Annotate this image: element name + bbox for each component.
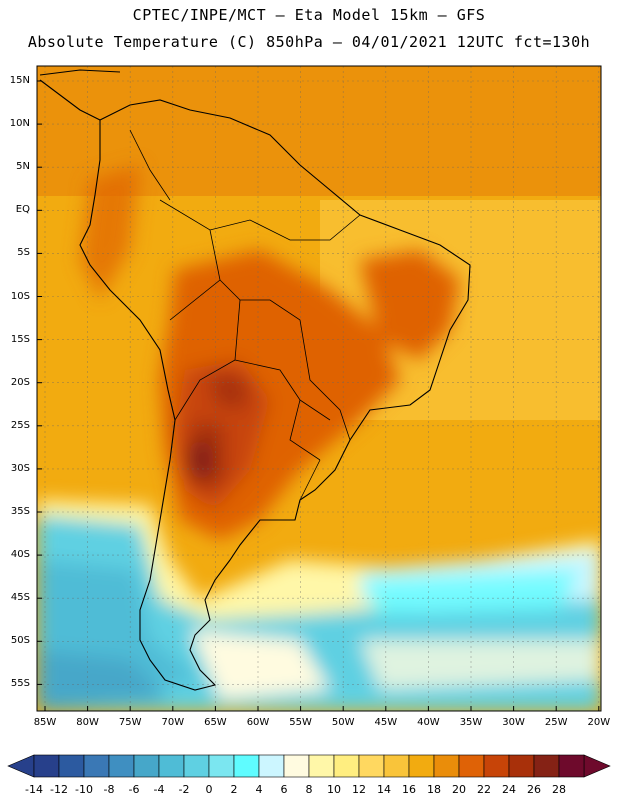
plot-frame [36, 65, 602, 712]
map-title-line-1: CPTEC/INPE/MCT – Eta Model 15km – GFS [132, 6, 486, 24]
colorbar-swatch [508, 754, 535, 778]
field-hot-core [80, 165, 460, 540]
colorbar-swatch [283, 754, 310, 778]
colorbar-label: 16 [402, 783, 416, 796]
colorbar-label: 24 [502, 783, 516, 796]
central-america-coastline [39, 79, 101, 121]
colorbar [7, 754, 611, 778]
lon-label: 35W [459, 717, 483, 728]
south-america-coastline [79, 99, 471, 691]
lon-label: 65W [204, 717, 227, 728]
colorbar-label: 20 [452, 783, 466, 796]
coastline [39, 69, 471, 691]
colorbar-swatch [83, 754, 110, 778]
colorbar-swatch [183, 754, 210, 778]
colorbar-swatch [533, 754, 560, 778]
colorbar-swatch [258, 754, 285, 778]
colorbar-label: 8 [305, 783, 313, 796]
country-borders [129, 129, 361, 501]
colorbar-label: -2 [178, 783, 190, 796]
lon-label: 60W [246, 717, 270, 728]
lat-label: 15N [9, 75, 30, 86]
lat-label: 5S [17, 247, 30, 259]
lon-label: 80W [76, 717, 99, 728]
field-south-cool [37, 500, 601, 711]
lat-label: 30S [10, 462, 30, 474]
colorbar-label: -4 [153, 783, 165, 796]
graticule-grid [37, 66, 601, 711]
lat-label: 35S [10, 506, 30, 517]
colorbar-swatch [358, 754, 385, 778]
colorbar-label: -14 [25, 783, 43, 796]
lon-label: 85W [33, 717, 57, 728]
colorbar-swatch [108, 754, 135, 778]
colorbar-label: -12 [50, 783, 68, 796]
colorbar-label: 14 [377, 783, 391, 796]
lon-label: 20W [587, 717, 611, 728]
colorbar-label: 22 [477, 783, 491, 796]
colorbar-label: -6 [128, 783, 140, 796]
lon-label: 50W [331, 717, 355, 728]
colorbar-swatch [58, 754, 85, 778]
lat-label: 55S [10, 678, 30, 690]
colorbar-label: 26 [527, 783, 541, 796]
colorbar-swatch [558, 754, 585, 778]
lon-label: 40W [417, 717, 440, 728]
colorbar-swatch [408, 754, 435, 778]
colorbar-label: 18 [427, 783, 441, 796]
colorbar-label: 28 [552, 783, 566, 796]
colorbar-label: 0 [205, 783, 213, 796]
colorbar-swatch [208, 754, 235, 778]
lat-label: 5N [16, 161, 30, 173]
lat-label: 15S [10, 333, 30, 345]
colorbar-swatch [233, 754, 260, 778]
lat-label: 50S [10, 635, 30, 647]
colorbar-swatch [458, 754, 485, 778]
lon-label: 30W [502, 717, 525, 728]
lat-label: 40S [10, 549, 30, 561]
lon-label: 75W [118, 717, 142, 728]
colorbar-label: 2 [230, 783, 238, 796]
colorbar-label: 12 [352, 783, 366, 796]
map-title-line-2: Absolute Temperature (C) 850hPa – 04/01/… [27, 33, 591, 51]
colorbar-label: 4 [255, 783, 263, 796]
lat-label: 45S [10, 592, 30, 604]
lat-label: 10N [9, 118, 30, 130]
colorbar-label: -8 [103, 783, 115, 796]
lon-label: 25W [544, 717, 568, 728]
colorbar-swatch [333, 754, 360, 778]
lon-label: 70W [161, 717, 185, 728]
colorbar-label: 6 [280, 783, 288, 796]
caribbean-coastline [39, 69, 121, 76]
lat-label: 20S [10, 376, 30, 388]
colorbar-over-triangle [583, 754, 611, 778]
colorbar-swatch [433, 754, 460, 778]
lat-label: 10S [10, 290, 30, 302]
colorbar-label: -10 [75, 783, 93, 796]
colorbar-swatch [33, 754, 60, 778]
colorbar-swatch [383, 754, 410, 778]
colorbar-under-triangle [7, 754, 35, 778]
colorbar-swatch [308, 754, 335, 778]
colorbar-swatch [483, 754, 510, 778]
colorbar-swatch [158, 754, 185, 778]
lon-label: 45W [374, 717, 398, 728]
axis-ticks [37, 80, 600, 711]
lat-label: EQ [15, 204, 30, 216]
temperature-field [37, 66, 601, 711]
colorbar-swatch [133, 754, 160, 778]
colorbar-label: 10 [327, 783, 341, 796]
lat-label: 25S [10, 419, 30, 431]
lon-label: 55W [289, 717, 312, 728]
